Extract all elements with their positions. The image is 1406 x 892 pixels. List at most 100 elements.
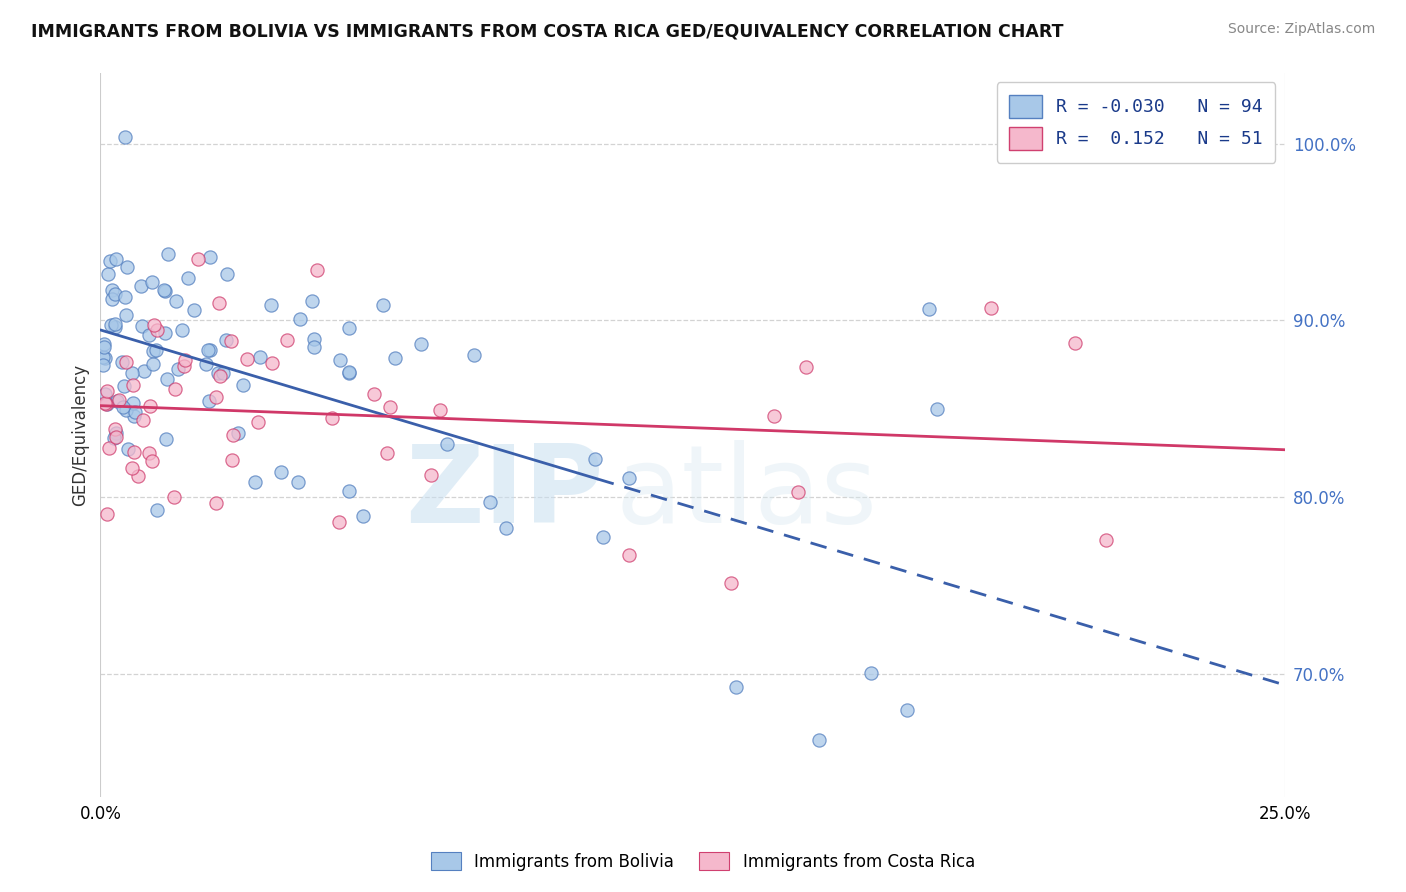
- Point: [103, 431, 125, 445]
- Point: [155, 432, 177, 446]
- Point: [94, 397, 117, 411]
- Point: [720, 575, 742, 590]
- Point: [260, 298, 283, 312]
- Point: [115, 308, 138, 322]
- Point: [163, 490, 186, 504]
- Point: [173, 352, 195, 367]
- Point: [142, 343, 165, 358]
- Point: [146, 323, 169, 337]
- Point: [786, 485, 808, 500]
- Point: [363, 387, 385, 401]
- Point: [122, 445, 145, 459]
- Point: [101, 284, 124, 298]
- Point: [222, 428, 245, 442]
- Point: [145, 503, 167, 517]
- Point: [409, 336, 432, 351]
- Point: [436, 437, 458, 451]
- Point: [302, 332, 325, 346]
- Point: [96, 384, 118, 398]
- Point: [276, 333, 298, 347]
- Point: [236, 351, 259, 366]
- Point: [270, 465, 292, 479]
- Point: [163, 382, 186, 396]
- Point: [153, 283, 176, 297]
- Point: [91, 350, 114, 364]
- Point: [122, 378, 145, 392]
- Point: [198, 251, 221, 265]
- Point: [195, 357, 218, 371]
- Point: [384, 351, 406, 365]
- Point: [321, 410, 343, 425]
- Point: [94, 387, 117, 401]
- Point: [156, 246, 179, 260]
- Point: [131, 319, 153, 334]
- Point: [198, 394, 221, 409]
- Point: [288, 312, 311, 326]
- Point: [226, 426, 249, 441]
- Point: [104, 430, 127, 444]
- Point: [124, 405, 146, 419]
- Text: IMMIGRANTS FROM BOLIVIA VS IMMIGRANTS FROM COSTA RICA GED/EQUIVALENCY CORRELATIO: IMMIGRANTS FROM BOLIVIA VS IMMIGRANTS FR…: [31, 22, 1063, 40]
- Point: [495, 521, 517, 535]
- Point: [198, 343, 221, 358]
- Point: [104, 320, 127, 334]
- Point: [115, 260, 138, 274]
- Point: [132, 413, 155, 427]
- Point: [177, 271, 200, 285]
- Point: [208, 296, 231, 310]
- Point: [896, 703, 918, 717]
- Text: atlas: atlas: [616, 440, 877, 546]
- Point: [371, 298, 394, 312]
- Point: [145, 343, 167, 358]
- Legend: Immigrants from Bolivia, Immigrants from Costa Rica: Immigrants from Bolivia, Immigrants from…: [423, 844, 983, 880]
- Point: [141, 357, 163, 371]
- Point: [197, 343, 219, 357]
- Point: [104, 287, 127, 301]
- Point: [337, 366, 360, 380]
- Point: [165, 293, 187, 308]
- Point: [142, 318, 165, 333]
- Point: [166, 362, 188, 376]
- Point: [111, 400, 134, 414]
- Point: [98, 442, 121, 456]
- Point: [121, 395, 143, 409]
- Point: [207, 366, 229, 380]
- Point: [1095, 533, 1118, 547]
- Point: [215, 333, 238, 347]
- Point: [117, 442, 139, 457]
- Point: [115, 355, 138, 369]
- Point: [97, 267, 120, 281]
- Point: [247, 415, 270, 429]
- Point: [94, 396, 117, 410]
- Point: [328, 515, 350, 529]
- Point: [217, 267, 239, 281]
- Point: [122, 409, 145, 423]
- Point: [1063, 335, 1085, 350]
- Legend: R = -0.030   N = 94, R =  0.152   N = 51: R = -0.030 N = 94, R = 0.152 N = 51: [997, 82, 1275, 162]
- Point: [155, 284, 177, 298]
- Point: [307, 262, 329, 277]
- Point: [917, 301, 939, 316]
- Point: [103, 422, 125, 436]
- Point: [105, 394, 128, 409]
- Point: [183, 303, 205, 318]
- Point: [91, 358, 114, 372]
- Text: Source: ZipAtlas.com: Source: ZipAtlas.com: [1227, 22, 1375, 37]
- Point: [138, 446, 160, 460]
- Point: [96, 508, 118, 522]
- Point: [121, 460, 143, 475]
- Point: [479, 495, 502, 509]
- Point: [337, 483, 360, 498]
- Point: [980, 301, 1002, 316]
- Point: [104, 252, 127, 266]
- Point: [141, 454, 163, 468]
- Point: [156, 372, 179, 386]
- Point: [583, 451, 606, 466]
- Point: [429, 403, 451, 417]
- Point: [304, 341, 326, 355]
- Point: [260, 356, 283, 370]
- Point: [100, 318, 122, 332]
- Point: [208, 368, 231, 383]
- Point: [114, 130, 136, 145]
- Point: [243, 475, 266, 490]
